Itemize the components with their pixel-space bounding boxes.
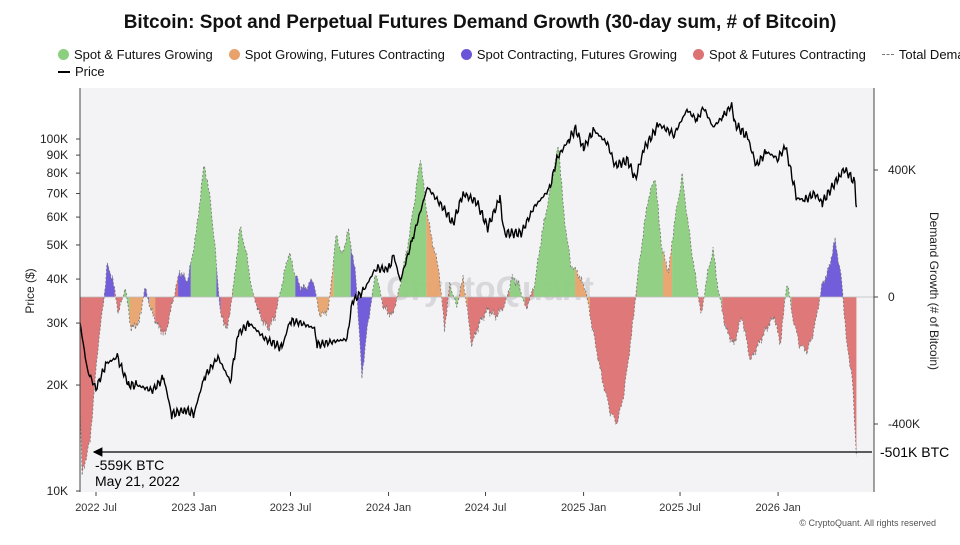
demand-area-segment-25 xyxy=(457,275,468,308)
demand-area-segment-34 xyxy=(672,172,699,301)
demand-area-segment-11 xyxy=(220,287,233,330)
right-tick-label: -400K xyxy=(888,417,920,431)
copyright-text: © CryptoQuant. All rights reserved xyxy=(799,518,936,528)
left-tick-label: 90K xyxy=(47,148,68,162)
demand-area-segment-14 xyxy=(279,252,296,297)
legend-label: Spot & Futures Growing xyxy=(74,47,213,62)
demand-area-segment-37 xyxy=(722,297,785,361)
price-line xyxy=(79,102,858,420)
left-tick-label: 30K xyxy=(47,316,68,330)
demand-area-segment-30 xyxy=(575,267,590,317)
x-tick-label: 2022 Jul xyxy=(75,502,117,514)
demand-area-segment-12 xyxy=(232,227,254,297)
demand-area-segment-35 xyxy=(698,295,705,314)
right-tick-label: 400K xyxy=(888,163,916,177)
legend-label: Spot Contracting, Futures Growing xyxy=(476,47,678,62)
annotation-low-date: May 21, 2022 xyxy=(95,473,180,489)
demand-area-segment-15 xyxy=(295,275,317,297)
demand-area-segment-24 xyxy=(449,281,458,307)
demand-area-segment-2 xyxy=(114,287,123,314)
left-tick-label: 70K xyxy=(47,187,68,201)
demand-area-segment-1 xyxy=(103,262,115,305)
demand-area-segment-6 xyxy=(149,297,156,325)
chart-title: Bitcoin: Spot and Perpetual Futures Dema… xyxy=(123,12,837,33)
demand-area-segment-20 xyxy=(382,289,399,318)
legend-label: Spot & Futures Contracting xyxy=(709,47,866,62)
demand-area-segment-9 xyxy=(190,165,217,297)
demand-area-segment-5 xyxy=(143,288,150,307)
legend-row-1: Spot & Futures Growing Spot Growing, Fut… xyxy=(58,46,960,63)
demand-area-segment-32 xyxy=(636,179,663,297)
demand-area-segment-40 xyxy=(819,237,844,299)
legend-label: Spot Growing, Futures Contracting xyxy=(244,47,445,62)
left-tick-label: 60K xyxy=(47,210,68,224)
legend-item-spot-futures-growing[interactable]: Spot & Futures Growing xyxy=(58,47,213,62)
demand-area-segment-27 xyxy=(509,274,525,306)
legend-item-spot-contracting-futures-growing[interactable]: Spot Contracting, Futures Growing xyxy=(460,47,678,62)
left-tick-label: 80K xyxy=(47,166,68,180)
x-tick-label: 2024 Jul xyxy=(465,502,507,514)
demand-area-segment-19 xyxy=(372,275,383,302)
left-axis-title: Price ($) xyxy=(23,268,37,313)
demand-area-segment-4 xyxy=(129,297,144,332)
legend-item-spot-futures-contracting[interactable]: Spot & Futures Contracting xyxy=(693,47,866,62)
dashed-line-icon xyxy=(881,54,894,55)
demand-area-segment-28 xyxy=(524,288,534,310)
orange-dot-icon xyxy=(228,49,240,60)
demand-area-segment-23 xyxy=(442,281,450,333)
annotation-low-value: -559K BTC xyxy=(95,457,164,473)
solid-line-icon xyxy=(58,70,70,73)
x-tick-label: 2023 Jul xyxy=(270,502,312,514)
demand-area-segment-33 xyxy=(662,240,673,297)
demand-area-segment-7 xyxy=(155,275,179,335)
left-tick-label: 100K xyxy=(40,132,68,146)
left-tick-label: 40K xyxy=(47,272,68,286)
demand-area-segment-8 xyxy=(178,262,191,297)
x-tick-label: 2024 Jan xyxy=(366,502,411,514)
legend-item-price[interactable]: Price xyxy=(58,64,105,79)
legend-label: Total Demand xyxy=(898,47,960,62)
demand-area-segment-38 xyxy=(784,286,792,311)
demand-area-segment-0 xyxy=(80,297,104,476)
demand-area-segment-26 xyxy=(467,290,510,348)
demand-area-segment-13 xyxy=(253,293,280,332)
red-dot-icon xyxy=(693,49,705,60)
left-tick-label: 50K xyxy=(47,238,68,252)
purple-dot-icon xyxy=(460,49,472,60)
legend-item-total-demand[interactable]: Total Demand xyxy=(881,47,960,62)
demand-area-segment-31 xyxy=(589,283,637,424)
demand-area-segment-36 xyxy=(704,247,723,312)
right-tick-label: 0 xyxy=(888,290,895,304)
x-tick-label: 2025 Jul xyxy=(659,502,701,514)
legend-row-2: Price xyxy=(58,63,938,80)
left-tick-label: 20K xyxy=(47,378,68,392)
left-tick-label: 10K xyxy=(47,484,68,498)
legend: Spot & Futures Growing Spot Growing, Fut… xyxy=(58,46,960,80)
annotation-latest-value: -501K BTC xyxy=(880,444,949,460)
demand-area-segment-29 xyxy=(533,147,576,297)
x-tick-label: 2023 Jan xyxy=(171,502,216,514)
demand-area-segment-16 xyxy=(316,258,334,317)
green-dot-icon xyxy=(58,49,69,60)
right-axis-title: Demand Growth (# of Bitcoin) xyxy=(927,212,941,370)
x-tick-label: 2026 Jan xyxy=(755,502,800,514)
demand-area-segment-18 xyxy=(350,244,373,379)
legend-item-spot-growing-futures-contracting[interactable]: Spot Growing, Futures Contracting xyxy=(228,47,445,62)
demand-area-segment-41 xyxy=(843,297,857,457)
legend-label: Price xyxy=(75,64,105,79)
x-tick-label: 2025 Jan xyxy=(561,502,606,514)
